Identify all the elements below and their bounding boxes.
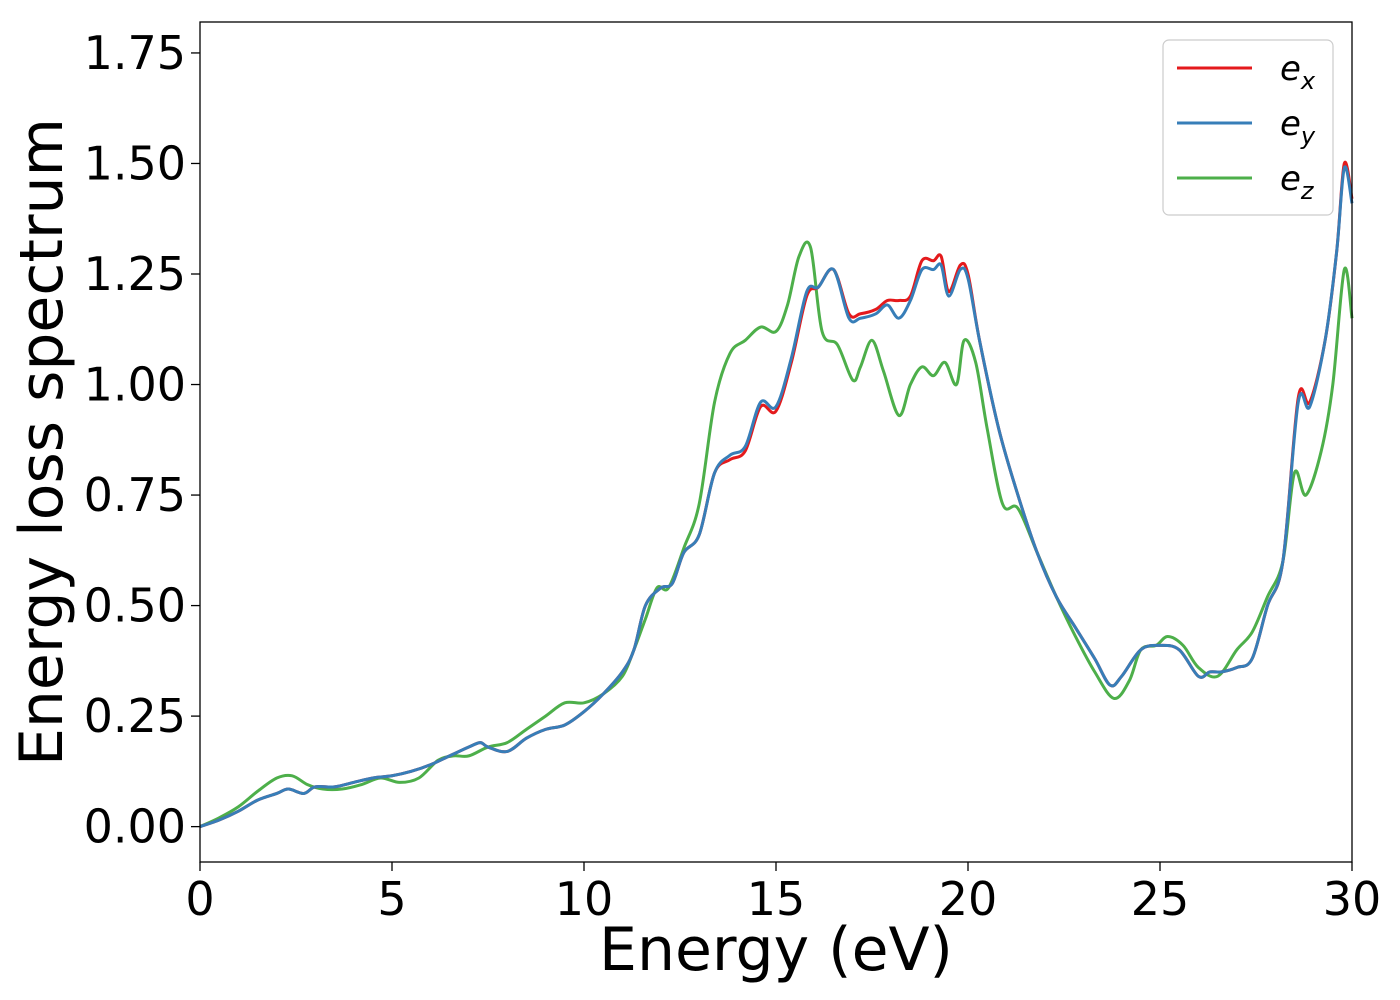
y-axis: 0.00 0.25 0.50 0.75 1.00 1.25 1.50 1.75 — [84, 26, 200, 854]
x-tick-label: 10 — [555, 872, 614, 926]
y-tick-label: 1.75 — [84, 26, 186, 80]
y-tick-label: 1.00 — [84, 358, 186, 412]
x-axis-title: Energy (eV) — [599, 915, 953, 985]
x-tick-label: 25 — [1131, 872, 1190, 926]
x-tick-label: 30 — [1323, 872, 1382, 926]
y-tick-label: 0.00 — [84, 800, 186, 854]
series-line-y — [199, 165, 1354, 829]
x-tick-label: 15 — [747, 872, 806, 926]
series-layer — [199, 160, 1354, 829]
y-tick-label: 0.50 — [84, 579, 186, 633]
x-tick-label: 5 — [377, 872, 406, 926]
y-tick-label: 0.25 — [84, 689, 186, 743]
y-tick-label: 1.50 — [84, 136, 186, 190]
y-tick-label: 1.25 — [84, 247, 186, 301]
x-axis: 0 5 10 15 20 25 30 — [185, 862, 1381, 926]
legend-box — [1162, 39, 1334, 216]
x-tick-label: 20 — [939, 872, 998, 926]
x-tick-label: 0 — [185, 872, 214, 926]
y-axis-title: Energy loss spectrum — [7, 118, 77, 766]
y-tick-label: 0.75 — [84, 468, 186, 522]
